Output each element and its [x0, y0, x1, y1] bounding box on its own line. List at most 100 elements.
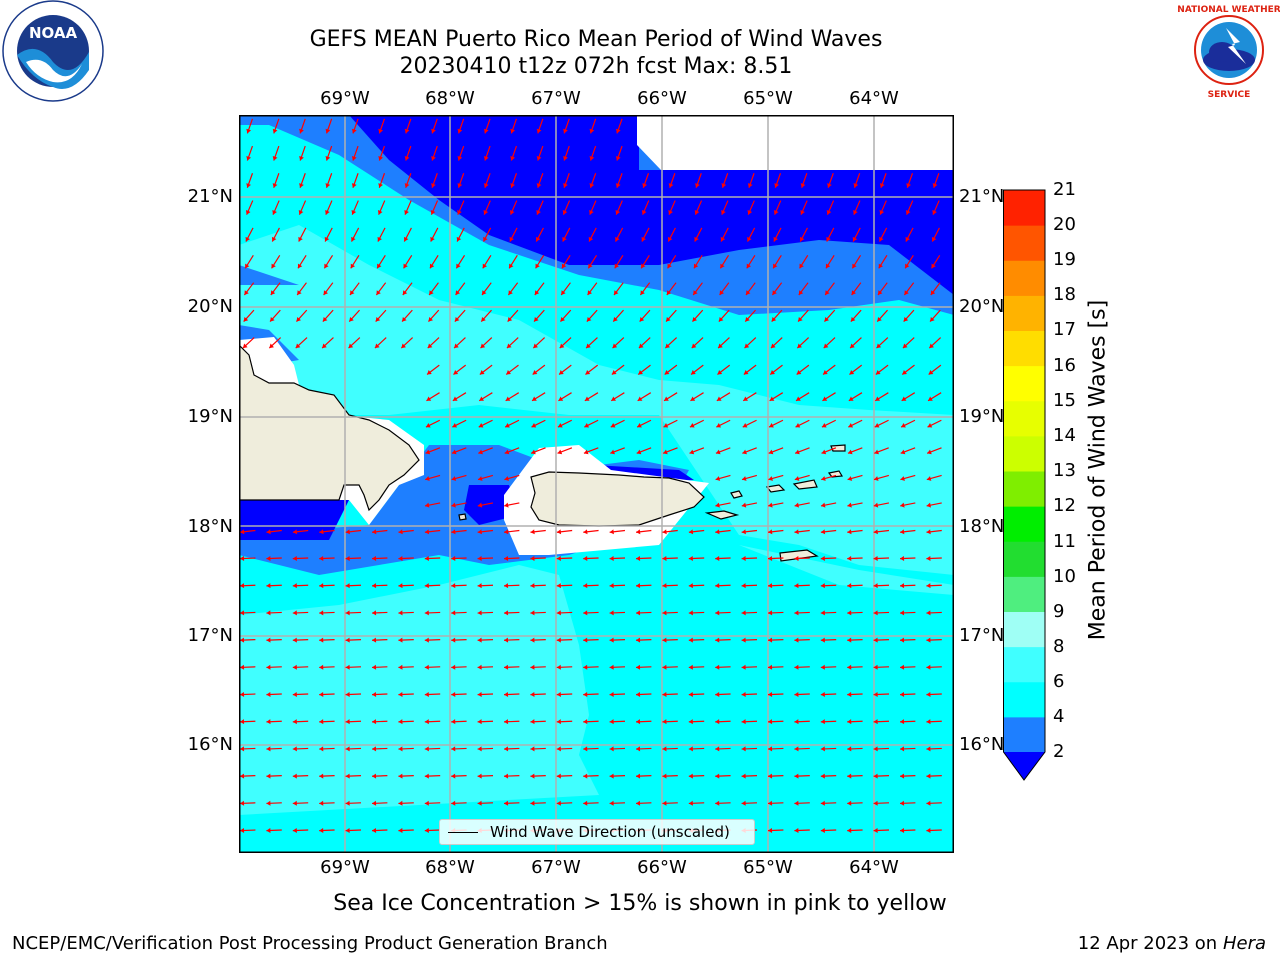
wind-wave-arrowhead	[820, 664, 825, 670]
wind-wave-arrowhead	[372, 746, 377, 752]
wind-wave-arrowhead	[269, 343, 274, 349]
wind-wave-arrowhead	[662, 719, 667, 725]
lon-label-bottom-67w: 67°W	[531, 857, 581, 878]
wind-wave-arrowhead	[372, 664, 377, 670]
wind-wave-arrowhead	[427, 343, 433, 349]
wind-wave-arrowhead	[874, 423, 880, 428]
wind-wave-arrowhead	[451, 529, 456, 535]
wind-wave-arrowhead	[768, 555, 773, 561]
wind-wave-arrowhead	[715, 773, 720, 779]
wind-wave-arrowhead	[794, 476, 800, 481]
map-frame	[239, 115, 954, 853]
wind-wave-arrowhead	[900, 773, 905, 779]
lat-label-left-16n: 16°N	[187, 734, 233, 755]
wind-wave-arrowhead	[820, 827, 825, 833]
wind-wave-arrowhead	[319, 827, 324, 833]
wind-wave-arrowhead	[794, 610, 799, 616]
colorbar-outline	[1003, 189, 1046, 781]
wind-wave-arrowhead	[292, 555, 297, 561]
wind-wave-arrowhead	[636, 529, 641, 535]
wind-wave-arrowhead	[292, 719, 297, 725]
wind-wave-arrowhead	[715, 502, 720, 508]
wind-wave-arrowhead	[853, 210, 858, 215]
wind-wave-arrowhead	[852, 236, 858, 242]
wind-wave-arrowhead	[609, 691, 614, 697]
wind-wave-arrowhead	[637, 396, 643, 401]
wind-wave-arrowhead	[847, 529, 852, 535]
wind-wave-arrowhead	[240, 529, 245, 535]
wind-wave-arrowhead	[875, 396, 880, 401]
lon-label-bottom-64w: 64°W	[849, 857, 899, 878]
wind-wave-arrowhead	[533, 343, 538, 349]
wind-wave-arrowhead	[583, 610, 588, 616]
wind-wave-arrowhead	[584, 423, 590, 428]
wind-wave-arrowhead	[483, 236, 488, 242]
wind-wave-arrowhead	[478, 476, 483, 481]
wind-wave-arrowhead	[900, 476, 905, 481]
wind-wave-arrowhead	[589, 155, 595, 161]
wind-wave-arrowhead	[926, 610, 931, 616]
tortola-island	[792, 479, 818, 490]
wind-wave-arrowhead	[794, 583, 799, 589]
wind-wave-arrowhead	[292, 583, 297, 589]
wind-wave-arrowhead	[562, 236, 567, 242]
wind-wave-arrowhead	[797, 343, 802, 349]
wind-wave-arrowhead	[556, 691, 561, 697]
wind-wave-arrowhead	[636, 449, 642, 455]
wind-wave-arrowhead	[504, 664, 509, 670]
wind-wave-arrowhead	[823, 370, 828, 375]
wind-wave-arrowhead	[556, 555, 561, 561]
wind-wave-arrowhead	[351, 236, 356, 242]
colorbar-bin	[1003, 190, 1045, 226]
wind-wave-arrowhead	[457, 155, 463, 161]
wind-wave-arrowhead	[796, 396, 801, 401]
wind-wave-arrowhead	[853, 183, 859, 188]
wind-wave-arrowhead	[345, 664, 350, 670]
wind-wave-arrowhead	[266, 637, 271, 643]
wind-wave-arrowhead	[292, 691, 297, 697]
wind-wave-arrowhead	[609, 637, 614, 643]
wind-wave-arrowhead	[587, 290, 593, 296]
wind-wave-arrowhead	[319, 610, 324, 616]
wind-wave-arrowhead	[506, 370, 511, 375]
lon-label-bottom-69w: 69°W	[320, 857, 370, 878]
wind-wave-arrowhead	[715, 449, 721, 455]
wind-wave-arrowhead	[747, 236, 752, 242]
wind-wave-arrowhead	[662, 664, 667, 670]
wind-wave-arrowhead	[556, 610, 561, 616]
wind-wave-arrowhead	[560, 316, 565, 322]
wind-wave-arrowhead	[744, 343, 750, 349]
wind-wave-arrowhead	[536, 210, 541, 215]
wind-wave-arrowhead	[900, 800, 905, 806]
wind-wave-arrowhead	[901, 423, 906, 428]
wind-wave-arrowhead	[691, 370, 696, 375]
wind-wave-arrowhead	[874, 476, 879, 481]
wind-wave-arrowhead	[456, 236, 462, 242]
wind-wave-arrowhead	[878, 290, 883, 296]
wind-wave-arrowhead	[873, 773, 878, 779]
wind-wave-arrowhead	[530, 719, 535, 725]
wind-wave-arrowhead	[583, 664, 588, 670]
wind-wave-arrowhead	[372, 610, 377, 616]
wind-wave-arrowhead	[926, 746, 931, 752]
wind-wave-arrowhead	[270, 290, 276, 296]
wind-wave-arrowhead	[691, 343, 697, 349]
wind-wave-arrowhead	[292, 827, 297, 833]
wind-wave-arrowhead	[612, 343, 618, 349]
wind-wave-arrowhead	[820, 637, 825, 643]
wind-wave-arrowhead	[773, 263, 778, 269]
wind-wave-arrowhead	[688, 610, 693, 616]
wind-wave-arrowhead	[688, 719, 693, 725]
wind-wave-arrowhead	[298, 210, 304, 215]
wind-wave-arrowhead	[720, 236, 726, 242]
wind-wave-arrowhead	[530, 800, 535, 806]
wind-wave-arrowhead	[561, 263, 567, 269]
wind-wave-arrowhead	[556, 637, 561, 643]
wind-wave-arrowhead	[456, 263, 461, 269]
wind-wave-arrowhead	[715, 800, 720, 806]
wind-wave-arrowhead	[794, 555, 799, 561]
wind-wave-arrowhead	[715, 719, 720, 725]
wind-wave-arrowhead	[900, 555, 905, 561]
wind-wave-arrows	[239, 118, 942, 833]
wind-wave-arrowhead	[820, 719, 825, 725]
